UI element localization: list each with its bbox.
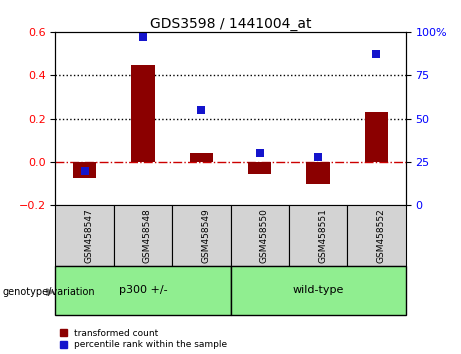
Point (373, 52, 380, 57)
Text: wild-type: wild-type (292, 285, 344, 295)
Point (314, 154, 322, 160)
Bar (248, 162, 272, 174)
Point (256, 150, 263, 156)
Bar (73, 162, 96, 178)
Bar (189, 153, 213, 162)
Text: p300 +/-: p300 +/- (118, 285, 167, 295)
Legend: transformed count, percentile rank within the sample: transformed count, percentile rank withi… (60, 329, 227, 349)
Text: GSM458549: GSM458549 (201, 208, 210, 263)
Bar (55, 266, 230, 315)
Point (198, 107, 205, 113)
Bar (172, 205, 230, 266)
Text: GSM458547: GSM458547 (84, 208, 94, 263)
Bar (131, 65, 154, 162)
Text: genotype/variation: genotype/variation (2, 287, 95, 297)
Point (81, 168, 88, 173)
Text: GSM458551: GSM458551 (318, 208, 327, 263)
Bar (307, 162, 330, 184)
Bar (347, 205, 406, 266)
Title: GDS3598 / 1441004_at: GDS3598 / 1441004_at (150, 17, 311, 31)
Bar (55, 205, 114, 266)
Bar (230, 266, 406, 315)
Point (139, 34, 147, 40)
Text: GSM458548: GSM458548 (143, 208, 152, 263)
Bar (365, 112, 388, 162)
Bar (230, 205, 289, 266)
Bar (114, 205, 172, 266)
Text: GSM458550: GSM458550 (260, 208, 269, 263)
Bar (289, 205, 347, 266)
Text: GSM458552: GSM458552 (377, 208, 385, 263)
